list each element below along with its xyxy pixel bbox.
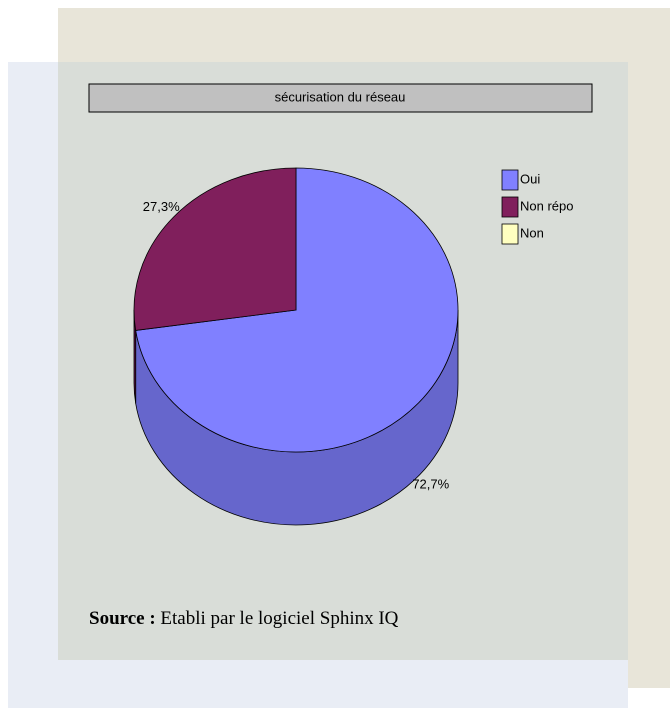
legend-swatch — [501, 169, 519, 191]
pie-slice — [135, 167, 459, 453]
legend-label: Non — [520, 225, 544, 240]
legend-label: Non répo — [520, 198, 573, 213]
value-label: 27,3% — [143, 199, 180, 214]
value-label: 72,7% — [412, 477, 449, 492]
legend: Oui Non répo Non — [501, 169, 573, 245]
pie-slice — [133, 167, 297, 331]
legend-label: Oui — [520, 171, 540, 186]
title-box — [88, 83, 593, 113]
source: Source : Etabli par le logiciel Sphinx I… — [89, 608, 399, 629]
legend-swatch — [501, 196, 519, 218]
legend-swatch — [501, 223, 519, 245]
pie: 72,7% 27,3% — [133, 167, 459, 526]
source-text: Etabli par le logiciel Sphinx IQ — [160, 608, 398, 629]
chart-title: sécurisation du réseau — [275, 89, 406, 104]
source-label: Source : — [89, 608, 156, 629]
